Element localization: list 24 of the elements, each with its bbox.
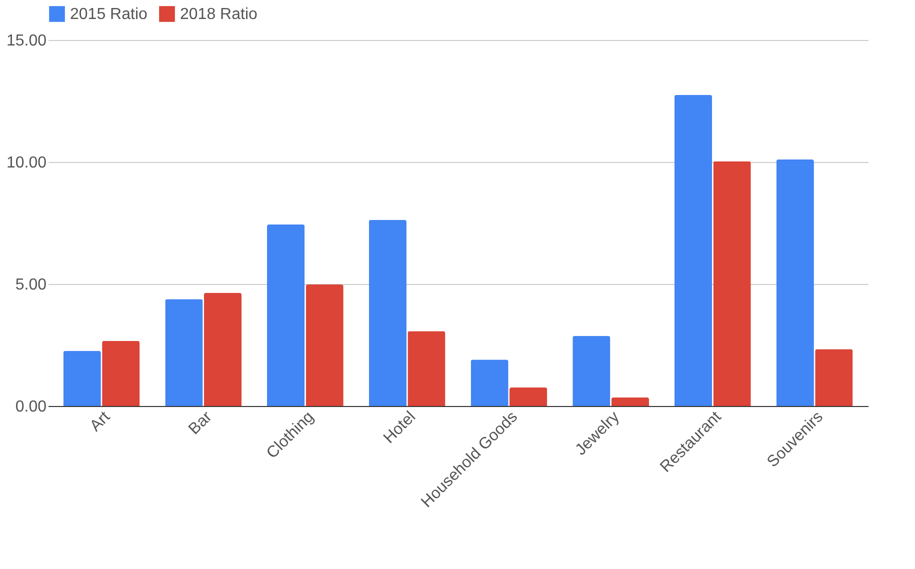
bar <box>510 387 548 406</box>
y-tick-label: 0.00 <box>15 398 47 416</box>
bar <box>815 349 853 406</box>
bar <box>713 161 751 406</box>
bar <box>776 160 814 406</box>
bar <box>63 350 101 406</box>
bar <box>102 340 140 406</box>
x-tick-label: Bar <box>186 408 216 438</box>
bar <box>611 397 649 406</box>
bar <box>572 336 610 406</box>
legend-label: 2015 Ratio <box>70 6 148 23</box>
bar <box>306 284 344 406</box>
y-tick-label: 15.00 <box>6 32 47 50</box>
bar <box>368 220 406 406</box>
x-tick-label: Art <box>87 408 114 435</box>
bar <box>408 331 446 406</box>
bar <box>674 94 712 406</box>
bar <box>267 224 305 406</box>
bar <box>165 299 203 406</box>
y-tick-label: 5.00 <box>15 276 47 294</box>
y-tick-label: 10.00 <box>6 154 47 172</box>
legend-label: 2018 Ratio <box>180 6 258 23</box>
bar <box>204 292 242 406</box>
bar <box>470 360 508 406</box>
